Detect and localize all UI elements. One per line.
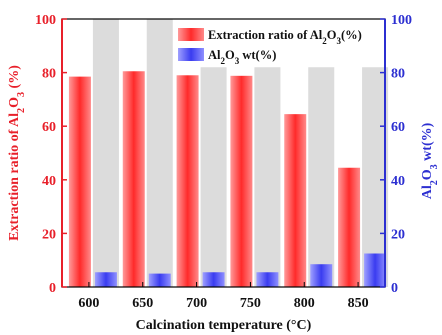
x-tick-label: 700 — [186, 296, 207, 311]
background-bar — [362, 67, 389, 288]
left-tick-label: 20 — [42, 227, 56, 242]
x-tick-label: 750 — [240, 296, 261, 311]
legend-label: Extraction ratio of Al2O3(%) — [208, 28, 362, 46]
extraction-bar — [176, 75, 199, 287]
x-axis-title: Calcination temperature (°C) — [136, 318, 312, 333]
background-bar — [308, 67, 335, 288]
extraction-bar — [230, 75, 253, 287]
legend-swatch — [178, 48, 204, 61]
left-tick-label: 0 — [49, 281, 56, 296]
legend-label: Al2O3 wt(%) — [208, 48, 276, 66]
x-tick-label: 650 — [132, 296, 153, 311]
wt-bar — [256, 272, 279, 287]
left-tick-label: 40 — [42, 174, 56, 189]
wt-bars — [94, 253, 387, 287]
left-tick-label: 60 — [42, 120, 56, 135]
wt-bar — [94, 272, 117, 287]
extraction-bar — [122, 71, 145, 287]
wt-bar — [310, 264, 333, 287]
background-bar — [146, 19, 173, 287]
right-tick-label: 20 — [391, 227, 405, 242]
wt-bar — [148, 273, 171, 287]
x-tick-label: 800 — [294, 296, 315, 311]
wt-bar — [364, 253, 387, 287]
extraction-bar — [338, 167, 361, 287]
legend: Extraction ratio of Al2O3(%) Al2O3 wt(%) — [178, 28, 362, 66]
background-bar — [200, 67, 227, 288]
right-tick-label: 0 — [391, 281, 398, 296]
right-axis-title: Al2O3 wt(%) — [420, 122, 440, 199]
left-axis-title: Extraction ratio of Al2O3 (%) — [7, 65, 27, 241]
x-tick-label: 600 — [78, 296, 99, 311]
background-bar — [254, 67, 281, 288]
left-tick-label: 80 — [42, 67, 56, 82]
right-tick-label: 100 — [391, 13, 412, 28]
extraction-bar — [68, 76, 91, 288]
extraction-bar — [284, 114, 307, 287]
right-tick-label: 60 — [391, 120, 405, 135]
left-axis-ticks: 0 20 40 60 80 100 — [35, 13, 67, 296]
background-bar — [92, 19, 119, 287]
extraction-bars — [68, 71, 361, 288]
right-tick-label: 80 — [391, 67, 405, 82]
wt-bar — [202, 272, 225, 287]
background-bars — [92, 19, 389, 288]
right-axis-ticks: 0 20 40 60 80 100 — [380, 13, 412, 296]
right-tick-label: 40 — [391, 174, 405, 189]
legend-swatch — [178, 28, 204, 41]
left-tick-label: 100 — [35, 13, 56, 28]
x-tick-label: 850 — [348, 296, 369, 311]
x-axis-ticks: 600 650 700 750 800 850 — [78, 282, 369, 311]
